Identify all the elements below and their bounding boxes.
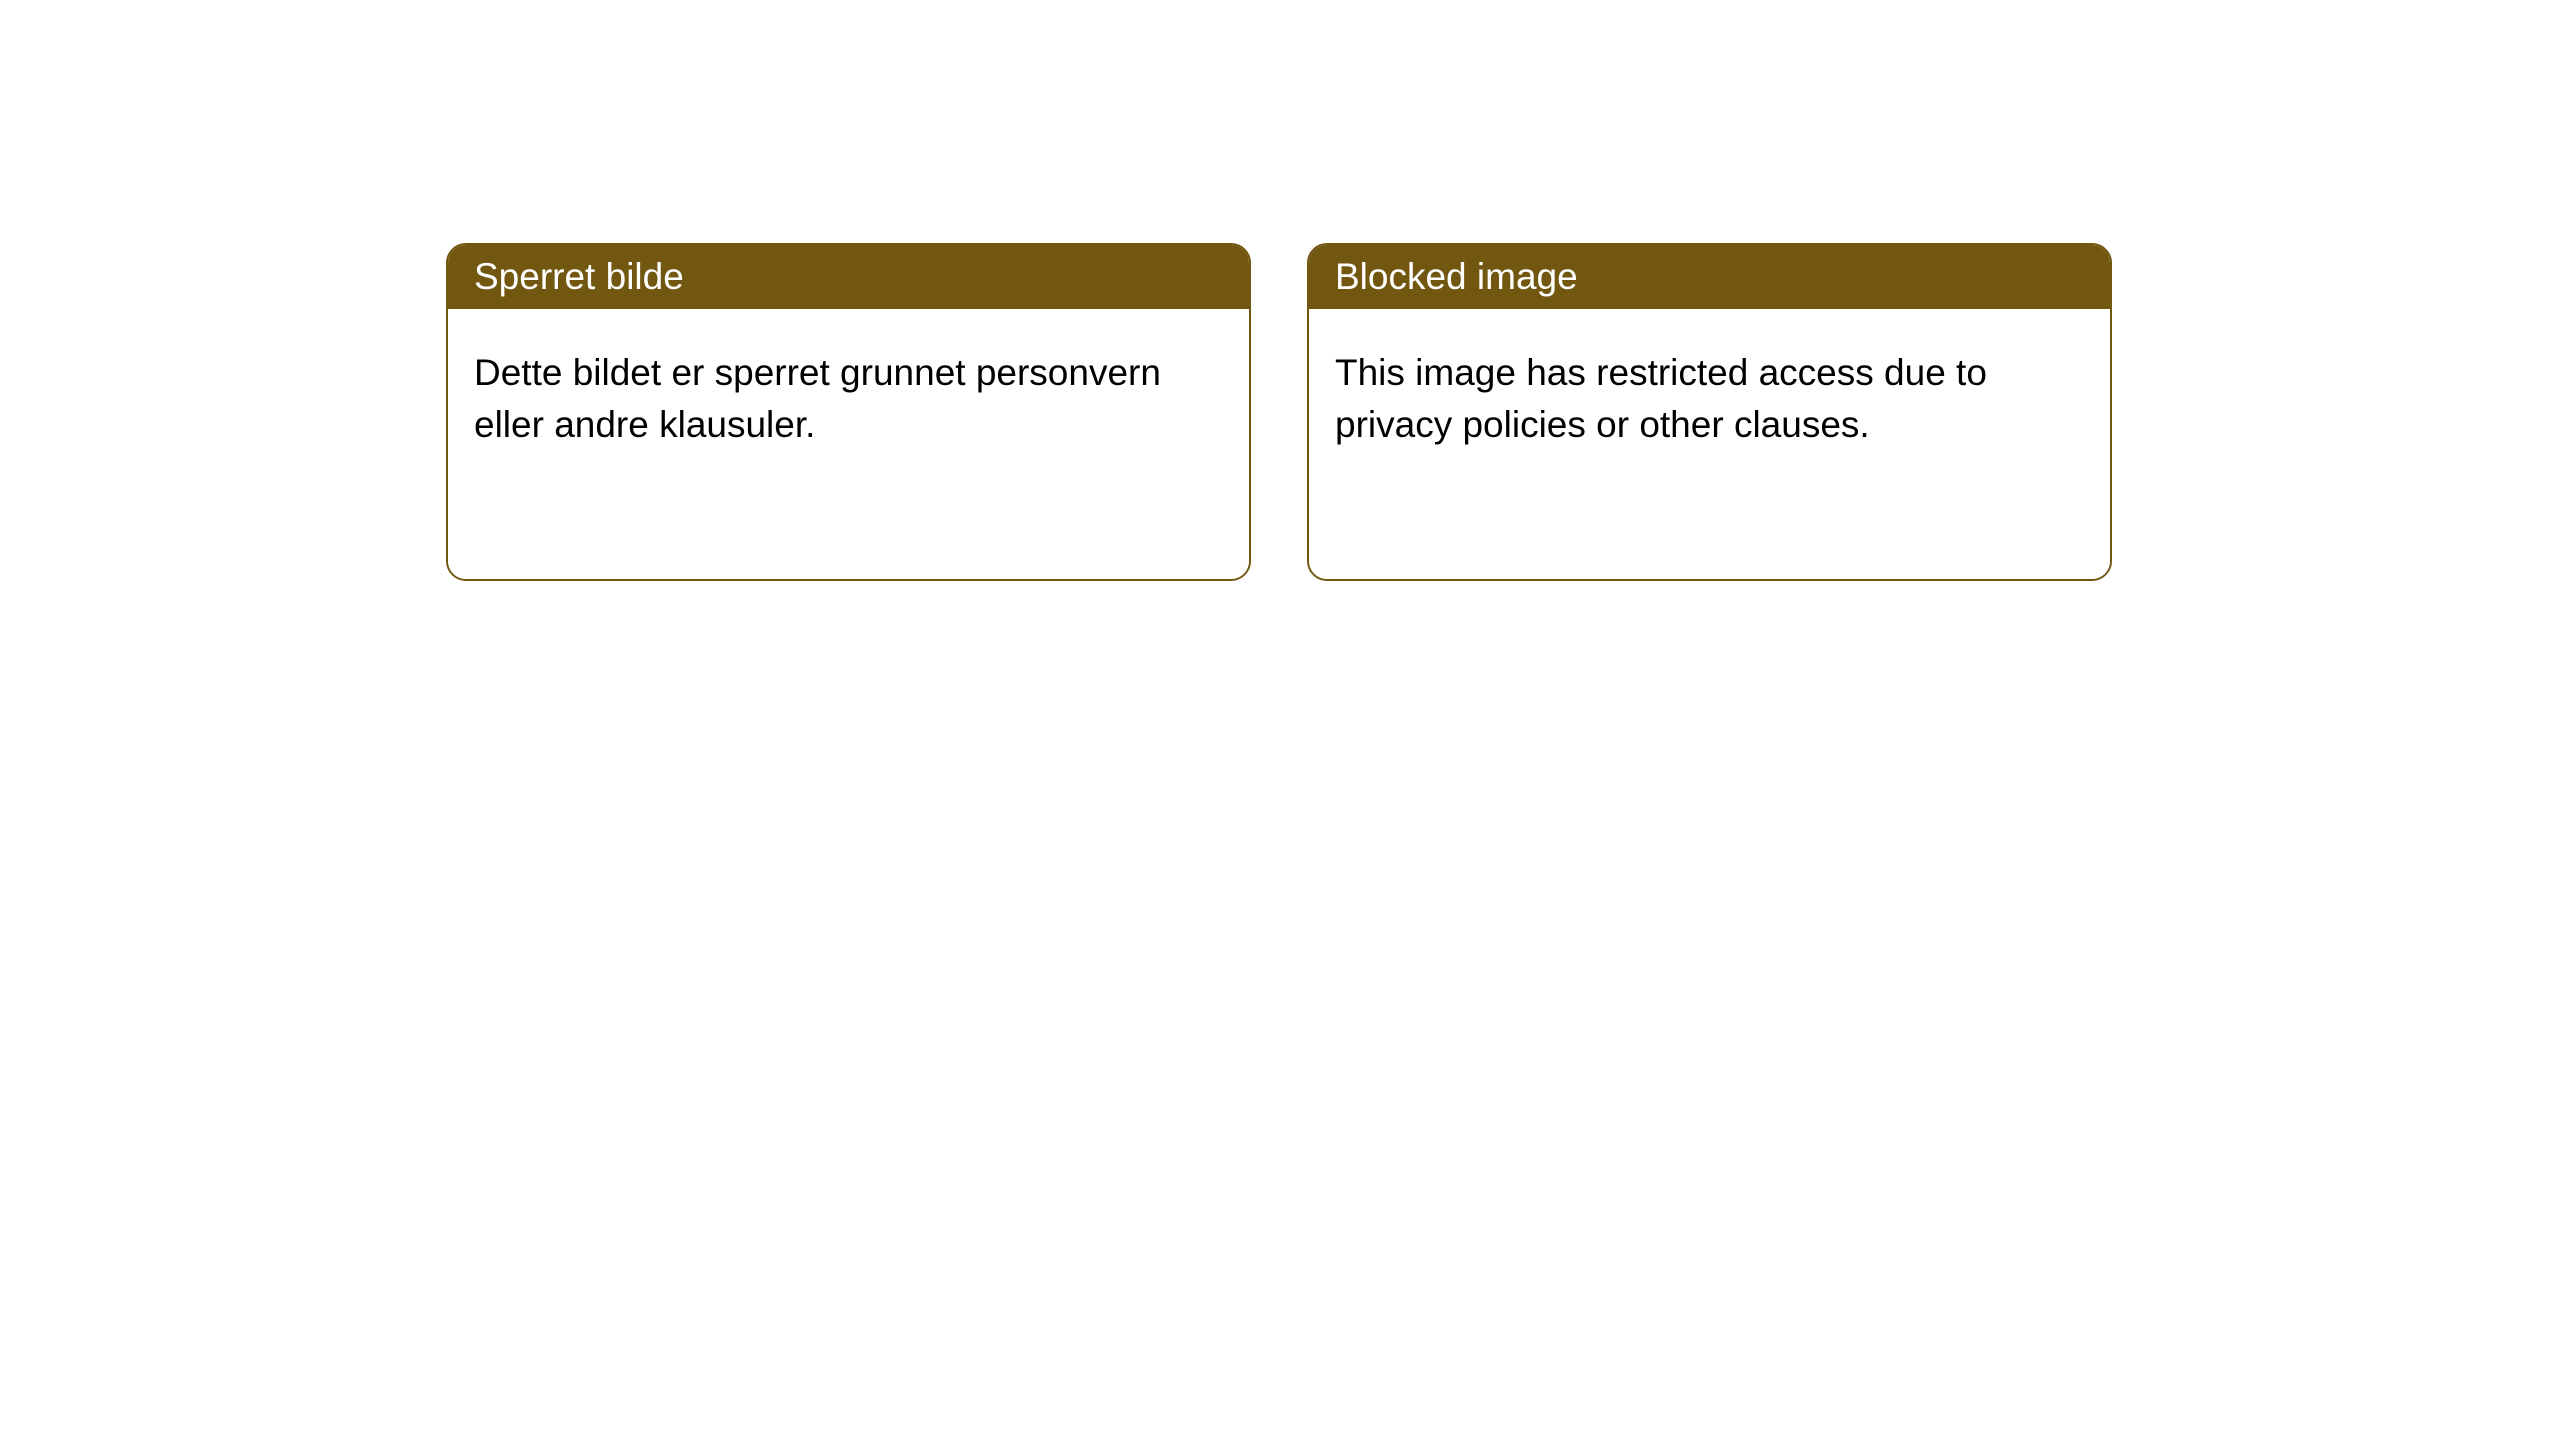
notice-card-norwegian: Sperret bilde Dette bildet er sperret gr… [446,243,1251,581]
notice-card-english: Blocked image This image has restricted … [1307,243,2112,581]
card-title: Sperret bilde [448,245,1249,309]
notice-container: Sperret bilde Dette bildet er sperret gr… [0,0,2560,581]
card-body: Dette bildet er sperret grunnet personve… [448,309,1249,579]
card-title: Blocked image [1309,245,2110,309]
card-body: This image has restricted access due to … [1309,309,2110,579]
